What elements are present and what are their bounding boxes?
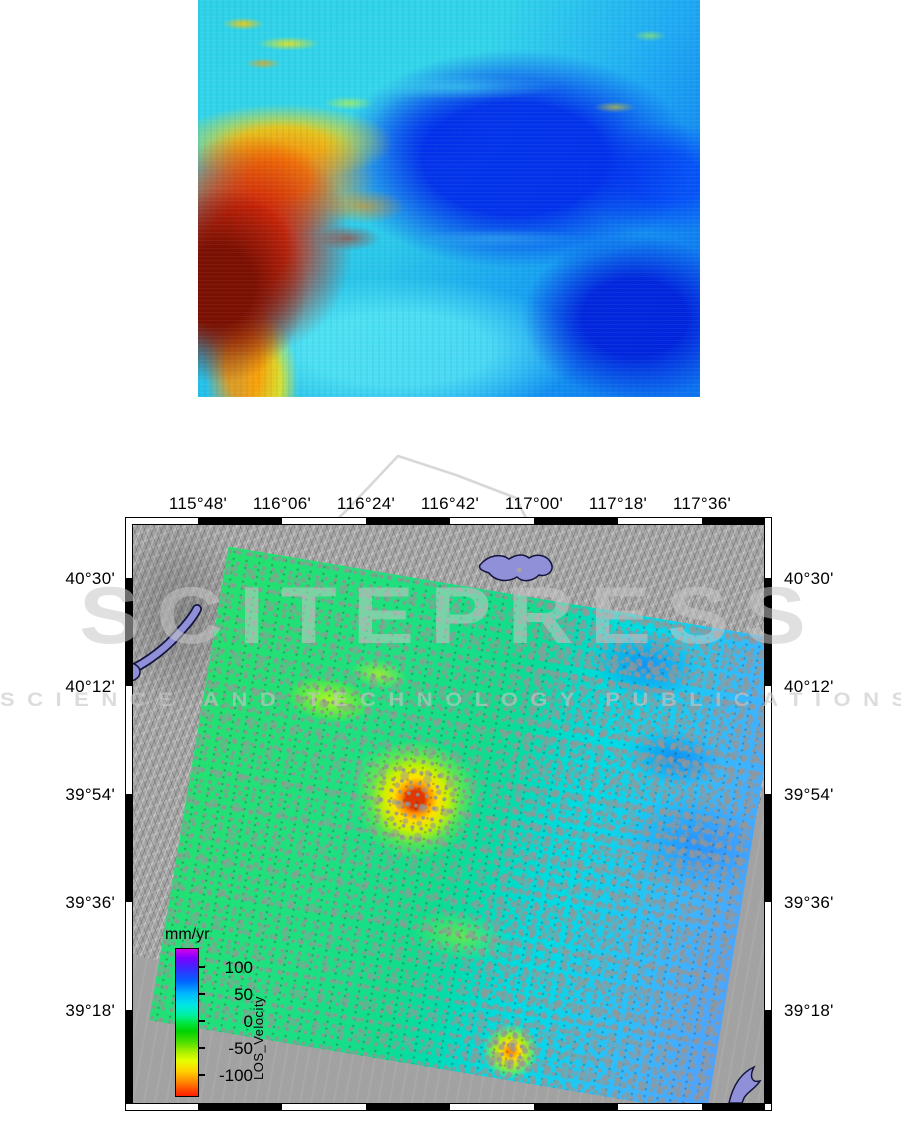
- lake-north: [478, 554, 553, 582]
- lon-label-116-42: 116°42': [420, 494, 480, 513]
- insar-map-canvas: [133, 525, 764, 1103]
- lat-label-left-39-18: 39°18': [65, 1001, 115, 1020]
- colorbar-axis-label: LOS_Velocity: [251, 995, 266, 1080]
- colorbar-label-neg50: -50: [228, 1039, 253, 1058]
- colorbar-label-0: 0: [243, 1012, 253, 1031]
- elevation-raster-image: [198, 0, 700, 397]
- colorbar-tick-50: [198, 993, 205, 995]
- lon-label-117-36: 117°36': [672, 494, 732, 513]
- lake-southeast: [728, 1065, 762, 1103]
- lake-west-basin: [133, 662, 141, 682]
- lat-label-right-39-36: 39°36': [784, 893, 834, 912]
- watermark-logo-text: SCITEPRESS: [79, 570, 822, 661]
- colorbar-tick-neg50: [198, 1047, 205, 1049]
- map-frame-band-bottom: [126, 1104, 771, 1110]
- lat-label-left-40-30: 40°30': [65, 569, 115, 588]
- colorbar-tick-0: [198, 1020, 205, 1022]
- lon-label-116-06: 116°06': [252, 494, 312, 513]
- colorbar-tick-100: [198, 966, 205, 968]
- lat-label-right-40-12: 40°12': [784, 677, 834, 696]
- lon-label-116-24: 116°24': [336, 494, 396, 513]
- lon-label-117-18: 117°18': [588, 494, 648, 513]
- map-frame-band-right: [765, 518, 771, 1110]
- lat-label-left-39-54: 39°54': [65, 785, 115, 804]
- lat-label-left-39-36: 39°36': [65, 893, 115, 912]
- map-frame-band-top: [126, 518, 771, 524]
- lat-label-right-39-18: 39°18': [784, 1001, 834, 1020]
- colorbar-label-neg100: -100: [218, 1066, 253, 1085]
- lake-north-island: [516, 567, 522, 573]
- colorbar-tick-neg100: [198, 1074, 205, 1076]
- colorbar-gradient: [175, 948, 199, 1097]
- map-frame-band-left: [126, 518, 132, 1110]
- colorbar-label-50: 50: [234, 985, 253, 1004]
- elevation-texture: [198, 0, 700, 397]
- colorbar-units-label: mm/yr: [165, 926, 210, 943]
- lon-label-117-00: 117°00': [504, 494, 564, 513]
- map-frame-outer: [125, 517, 772, 1111]
- colorbar-label-100: 100: [224, 958, 253, 977]
- lon-label-115-48: 115°48': [168, 494, 228, 513]
- lakes-overlay: [133, 554, 762, 1103]
- lat-label-right-39-54: 39°54': [784, 785, 834, 804]
- map-frame-inner: [132, 524, 765, 1104]
- watermark-subtitle-text: SCIENCE AND TECHNOLOGY PUBLICATIONS: [0, 688, 901, 711]
- lat-label-right-40-30: 40°30': [784, 569, 834, 588]
- lat-label-left-40-12: 40°12': [65, 677, 115, 696]
